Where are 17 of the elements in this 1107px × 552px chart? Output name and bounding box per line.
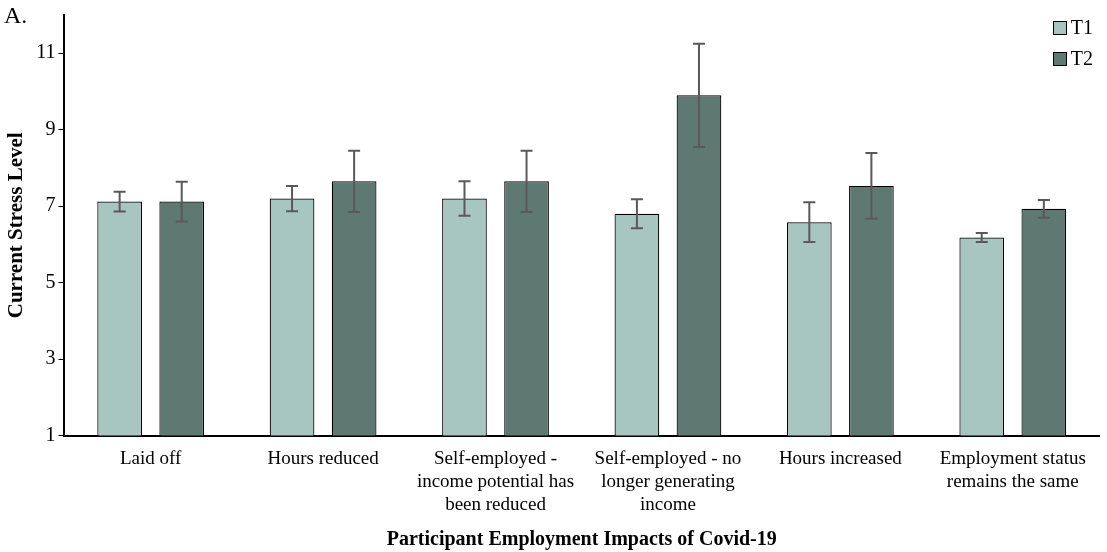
x-axis-title: Participant Employment Impacts of Covid-19 (386, 527, 777, 551)
y-tick-label: 1 (45, 422, 56, 445)
y-tick-label: 7 (45, 193, 56, 216)
y-tick-label: 3 (45, 346, 56, 369)
y-tick-label: 11 (36, 40, 56, 63)
x-tick-label: Self-employed - income potential has been reduced (416, 446, 575, 514)
x-tick-label: Hours reduced (267, 446, 380, 468)
x-tick-label: Hours increased (778, 446, 903, 468)
text: A. (4, 2, 28, 29)
y-tick-label: 9 (45, 116, 56, 139)
y-axis-title: Current Stress Level (3, 132, 28, 319)
x-tick-label: Employment status remains the same (939, 446, 1086, 491)
legend-label: T1 (1069, 16, 1093, 39)
x-tick-label: Self-employed - no longer generating income (594, 446, 742, 514)
y-tick-label: 5 (45, 269, 56, 292)
legend-label: T2 (1069, 47, 1093, 70)
x-tick-label: Laid off (119, 446, 183, 468)
